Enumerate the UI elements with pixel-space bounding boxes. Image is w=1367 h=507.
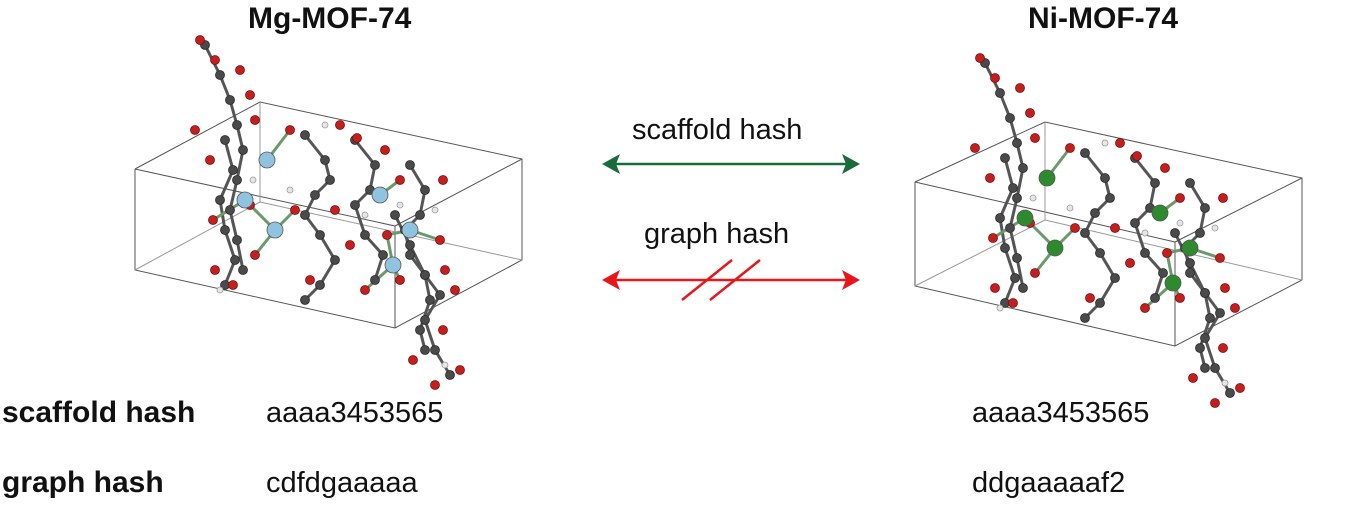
mg-scaffold-hash-value: aaaa3453565 [266,397,444,429]
scaffold-equal-arrow [602,154,860,174]
hash-comparison-arrows [602,154,860,301]
not-equal-slash-1 [681,259,733,301]
scaffold-hash-arrow-label: scaffold hash [632,114,803,146]
graph-hash-arrow-label: graph hash [644,218,790,250]
not-equal-slash-2 [709,259,761,301]
mg-mof-74-structure [134,35,523,390]
mg-graph-hash-value: cdfdgaaaaa [266,467,418,499]
graph-not-equal-arrow [602,259,860,301]
unit-cell-box [134,101,523,329]
right-structure-title: Ni-MOF-74 [1028,2,1178,35]
ni-scaffold-hash-value: aaaa3453565 [972,397,1150,429]
ni-graph-hash-value: ddgaaaaaf2 [972,467,1126,499]
scaffold-hash-row-label: scaffold hash [2,396,196,429]
left-structure-title: Mg-MOF-74 [248,2,412,35]
graph-hash-row-label: graph hash [2,466,164,499]
unit-cell-box [914,121,1303,347]
ni-mof-74-structure [914,53,1303,408]
